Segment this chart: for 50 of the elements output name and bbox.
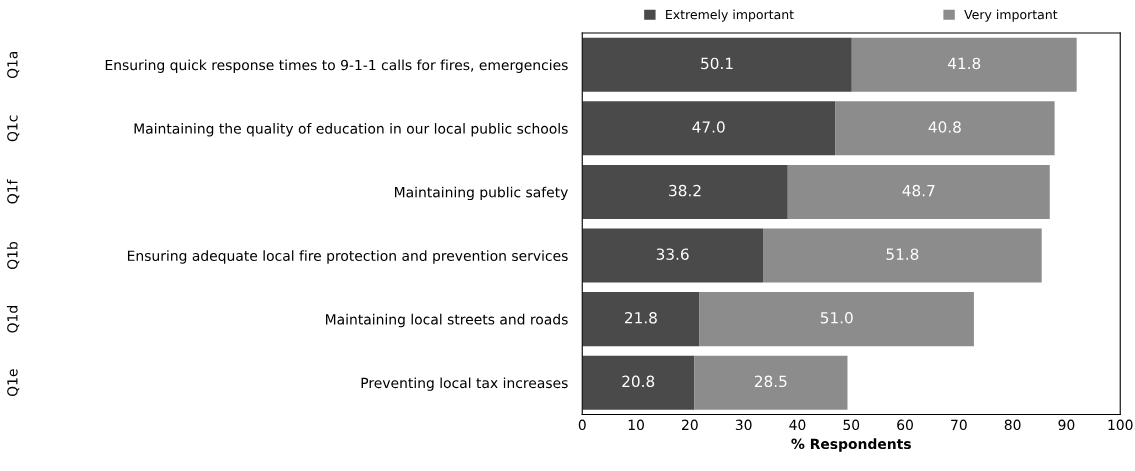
data-label: 33.6	[656, 248, 689, 260]
data-label: 51.0	[820, 311, 853, 324]
bar	[582, 355, 695, 410]
data-label: 51.8	[886, 248, 919, 260]
y-tick-label: Ensuring adequate local fire protection and prevention services	[127, 250, 568, 264]
x-tick-label: 60	[897, 419, 913, 431]
x-tick-label: 0	[578, 419, 586, 431]
bar	[582, 228, 764, 283]
bar	[763, 228, 1042, 283]
legend-label: Very important	[964, 9, 1058, 22]
data-label: 21.8	[625, 311, 657, 324]
bar	[787, 164, 1050, 219]
x-tick-label: 90	[1058, 419, 1075, 431]
bar	[582, 292, 700, 347]
x-tick-label: 50	[843, 419, 860, 431]
data-label: 28.5	[754, 375, 787, 388]
x-axis-title: % Respondents	[791, 438, 911, 452]
bar	[582, 164, 788, 219]
data-label: 48.7	[902, 184, 935, 197]
y-tick-label: Maintaining public safety	[395, 186, 568, 201]
data-label: 20.8	[622, 375, 655, 388]
x-tick-label: 20	[682, 419, 698, 431]
x-tick-label: 10	[628, 419, 644, 431]
x-tick-label: 30	[735, 419, 752, 431]
bar	[694, 355, 848, 410]
y2-tick-label: Q1c	[7, 115, 20, 142]
bar	[582, 37, 852, 92]
bar	[835, 101, 1055, 156]
y2-tick-label: Q1d	[6, 306, 20, 333]
x-tick-label: 100	[1108, 419, 1133, 431]
data-label: 41.8	[947, 57, 981, 70]
x-tick-label: 40	[789, 419, 806, 431]
bar	[582, 101, 836, 156]
x-tick-label: 70	[951, 419, 967, 431]
y2-tick-label: Q1a	[7, 51, 20, 79]
y-tick-label: Maintaining local streets and roads	[326, 313, 568, 328]
x-tick-label: 80	[1004, 419, 1021, 431]
legend-label: Extremely important	[666, 9, 794, 22]
y2-tick-label: Q1f	[6, 179, 20, 204]
y2-tick-label: Q1b	[6, 241, 20, 270]
y2-tick-label: Q1e	[7, 369, 20, 397]
y-tick-label: Ensuring quick response times to 9-1-1 calls for fires, emergencies	[105, 59, 568, 73]
y-tick-label: Preventing local tax increases	[361, 377, 568, 391]
bar	[851, 37, 1077, 92]
bar	[699, 292, 974, 347]
data-label: 40.8	[928, 121, 961, 133]
data-label: 50.1	[701, 57, 733, 70]
y-tick-label: Maintaining the quality of education in our local public schools	[134, 123, 568, 137]
data-label: 47.0	[692, 121, 725, 133]
data-label: 38.2	[669, 184, 701, 197]
